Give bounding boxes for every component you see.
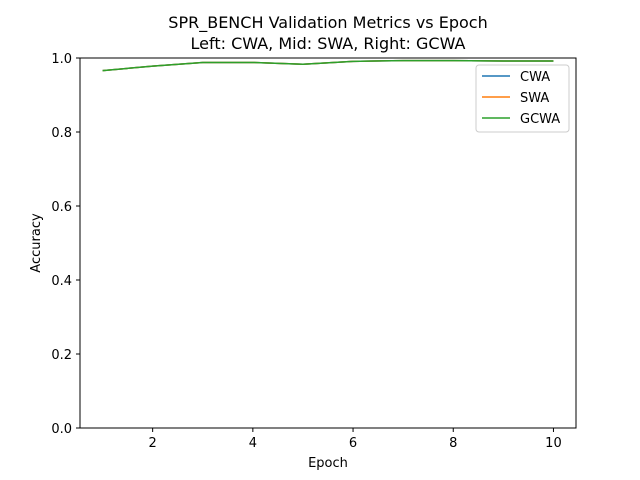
x-tick-label: 6 bbox=[349, 436, 357, 451]
legend-label-swa: SWA bbox=[520, 91, 549, 106]
series-line-gcwa bbox=[102, 59, 554, 72]
plot-frame bbox=[79, 57, 577, 429]
legend-box bbox=[475, 64, 570, 133]
x-tick-label: 2 bbox=[149, 436, 157, 451]
chart-title-line-1: SPR_BENCH Validation Metrics vs Epoch bbox=[168, 13, 487, 33]
x-axis-label: Epoch bbox=[308, 456, 348, 471]
series-layer bbox=[102, 59, 554, 72]
chart-title-line-2: Left: CWA, Mid: SWA, Right: GCWA bbox=[191, 34, 466, 53]
x-tick-label: 10 bbox=[545, 436, 562, 451]
y-tick-label: 1.0 bbox=[51, 52, 72, 67]
legend: CWA SWA GCWA bbox=[475, 64, 570, 133]
y-tick-label: 0.8 bbox=[51, 126, 72, 141]
x-tick-label: 8 bbox=[449, 436, 457, 451]
y-tick-label: 0.6 bbox=[51, 200, 72, 215]
x-axis-ticks: 2 4 6 8 10 bbox=[149, 428, 562, 451]
y-tick-label: 0.2 bbox=[51, 348, 72, 363]
x-tick-label: 4 bbox=[249, 436, 257, 451]
y-axis-label: Accuracy bbox=[29, 213, 44, 273]
y-tick-label: 0.0 bbox=[51, 422, 72, 437]
legend-label-cwa: CWA bbox=[520, 70, 550, 85]
y-axis-ticks: 0.0 0.2 0.4 0.6 0.8 1.0 bbox=[51, 52, 80, 437]
y-tick-label: 0.4 bbox=[51, 274, 72, 289]
legend-label-gcwa: GCWA bbox=[520, 112, 560, 127]
